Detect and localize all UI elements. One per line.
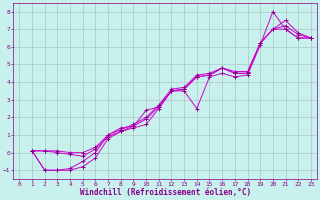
X-axis label: Windchill (Refroidissement éolien,°C): Windchill (Refroidissement éolien,°C) [80,188,251,197]
